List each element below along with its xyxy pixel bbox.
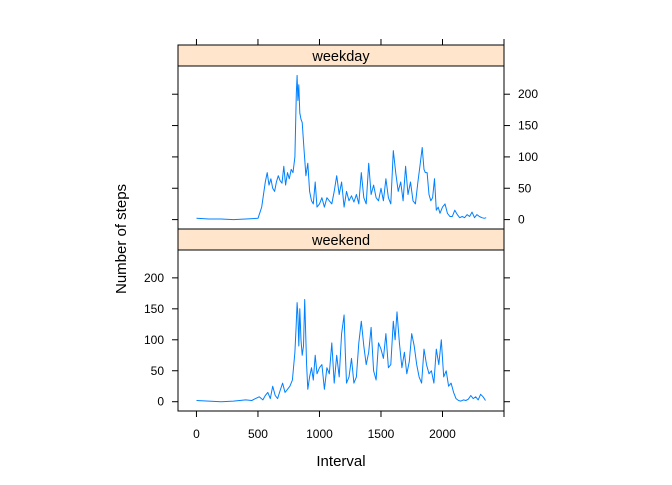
y-tick-label: 200 bbox=[518, 87, 538, 101]
y-tick-label: 150 bbox=[518, 119, 538, 133]
y-tick-label: 150 bbox=[144, 302, 164, 316]
x-axis-title: Interval bbox=[316, 453, 365, 470]
y-tick-label: 0 bbox=[157, 395, 164, 409]
x-tick-label: 1000 bbox=[306, 427, 333, 441]
y-tick-label: 200 bbox=[144, 271, 164, 285]
series-line-weekend bbox=[196, 299, 486, 403]
y-tick-label: 50 bbox=[151, 364, 165, 378]
y-axis-title: Number of steps bbox=[113, 184, 130, 294]
x-tick-label: 2000 bbox=[429, 427, 456, 441]
series-line-weekday bbox=[196, 74, 487, 221]
x-tick-label: 500 bbox=[248, 427, 268, 441]
strip-label-weekday: weekday bbox=[311, 49, 370, 65]
y-tick-label: 100 bbox=[144, 333, 164, 347]
panel-frame-weekend bbox=[177, 249, 505, 412]
panel-frame-weekday bbox=[177, 65, 505, 230]
strip-label-weekend: weekend bbox=[311, 233, 370, 249]
x-tick-label: 0 bbox=[193, 427, 200, 441]
y-tick-label: 100 bbox=[518, 150, 538, 164]
y-tick-label: 50 bbox=[518, 181, 532, 195]
y-tick-label: 0 bbox=[518, 213, 525, 227]
x-tick-label: 1500 bbox=[368, 427, 395, 441]
